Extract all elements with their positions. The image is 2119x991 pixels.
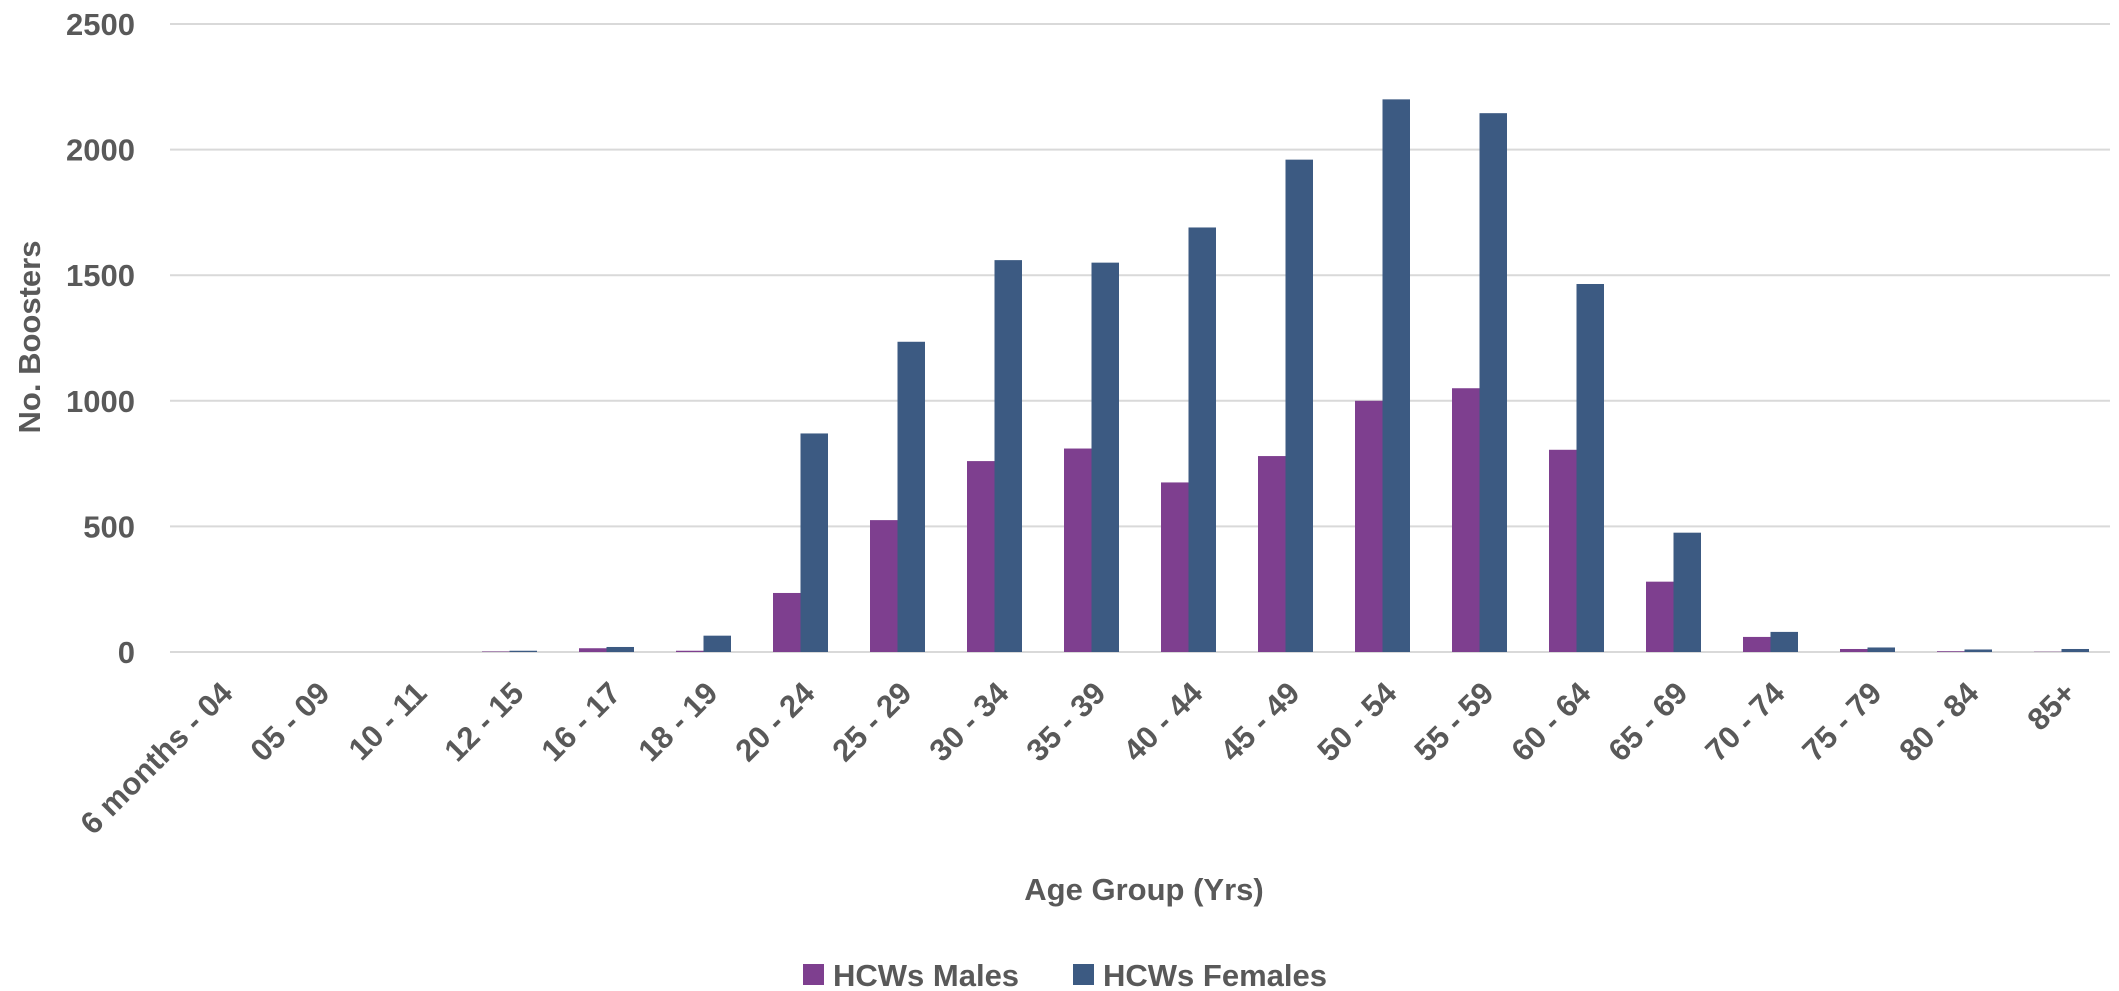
bar-females <box>1673 532 1701 652</box>
x-tick-label: 70 - 74 <box>1698 675 1792 769</box>
x-tick-label: 35 - 39 <box>1019 675 1112 768</box>
x-tick-label: 20 - 24 <box>728 675 822 769</box>
bar-males <box>1452 388 1480 652</box>
legend-swatch <box>803 964 824 985</box>
bar-females <box>994 260 1022 652</box>
x-tick-label: 10 - 11 <box>342 675 434 767</box>
x-axis-ticks: 6 months - 04 05 - 09 10 - 11 12 - 15 16 - 1… <box>73 675 2082 842</box>
x-tick-label: 55 - 59 <box>1407 675 1500 768</box>
bar-males <box>676 650 704 652</box>
bar-females <box>897 341 925 652</box>
x-tick-label: 05 - 09 <box>243 675 336 768</box>
bar-males <box>1064 448 1092 652</box>
x-tick-label: 6 months - 04 <box>73 675 240 842</box>
bar-males <box>482 651 510 652</box>
legend-swatch <box>1073 964 1094 985</box>
x-tick-label: 40 - 44 <box>1116 675 1210 769</box>
bar-females <box>1382 99 1410 653</box>
x-tick-label: 50 - 54 <box>1310 675 1404 769</box>
y-tick-label: 1000 <box>66 384 135 419</box>
bar-females <box>1091 262 1119 652</box>
bar-females <box>606 646 634 652</box>
x-tick-label: 45 - 49 <box>1213 675 1306 768</box>
bar-males <box>773 592 801 652</box>
x-tick-label: 25 - 29 <box>825 675 918 768</box>
x-tick-label: 16 - 17 <box>534 675 627 768</box>
x-tick-label: 65 - 69 <box>1601 675 1694 768</box>
bar-females <box>1479 113 1507 652</box>
bar-males <box>1549 449 1577 652</box>
y-axis-ticks: 0 500 1000 1500 2000 2500 <box>66 7 135 670</box>
bar-females <box>509 650 537 652</box>
bar-females <box>1188 227 1216 653</box>
y-tick-label: 0 <box>118 635 135 670</box>
legend: HCWs Males HCWs Females <box>803 958 1327 991</box>
x-tick-label: 75 - 79 <box>1795 675 1888 768</box>
legend-label: HCWs Females <box>1103 958 1327 991</box>
y-tick-label: 2500 <box>66 7 135 42</box>
x-tick-label: 80 - 84 <box>1892 675 1986 769</box>
bar-females <box>703 635 731 652</box>
bar-females <box>1867 647 1895 652</box>
bar-females <box>1285 159 1313 652</box>
bar-females <box>800 433 828 652</box>
bar-males <box>1743 636 1771 652</box>
bar-males <box>1646 581 1674 652</box>
x-tick-label: 30 - 34 <box>922 675 1016 769</box>
gridlines <box>170 23 2110 653</box>
bar-males <box>1161 482 1189 652</box>
bars <box>482 99 2089 653</box>
legend-label: HCWs Males <box>833 958 1019 991</box>
x-tick-label: 18 - 19 <box>631 675 724 768</box>
x-tick-label: 85+ <box>2021 675 2083 737</box>
y-tick-label: 2000 <box>66 133 135 168</box>
bar-males <box>967 461 995 652</box>
bar-males <box>870 520 898 652</box>
x-tick-label: 12 - 15 <box>437 675 530 768</box>
bar-males <box>1840 648 1868 652</box>
y-tick-label: 1500 <box>66 258 135 293</box>
bar-females <box>1964 649 1992 652</box>
bar-females <box>2061 648 2089 652</box>
bar-females <box>1576 283 1604 652</box>
x-tick-label: 60 - 64 <box>1504 675 1598 769</box>
y-tick-label: 500 <box>83 509 135 544</box>
bar-males <box>1355 400 1383 652</box>
bar-females <box>1770 631 1798 652</box>
x-axis-title: Age Group (Yrs) <box>1024 872 1263 907</box>
bar-males <box>579 648 607 652</box>
bar-males <box>1937 651 1965 652</box>
y-axis-title: No. Boosters <box>12 241 47 434</box>
bar-males <box>1258 456 1286 652</box>
